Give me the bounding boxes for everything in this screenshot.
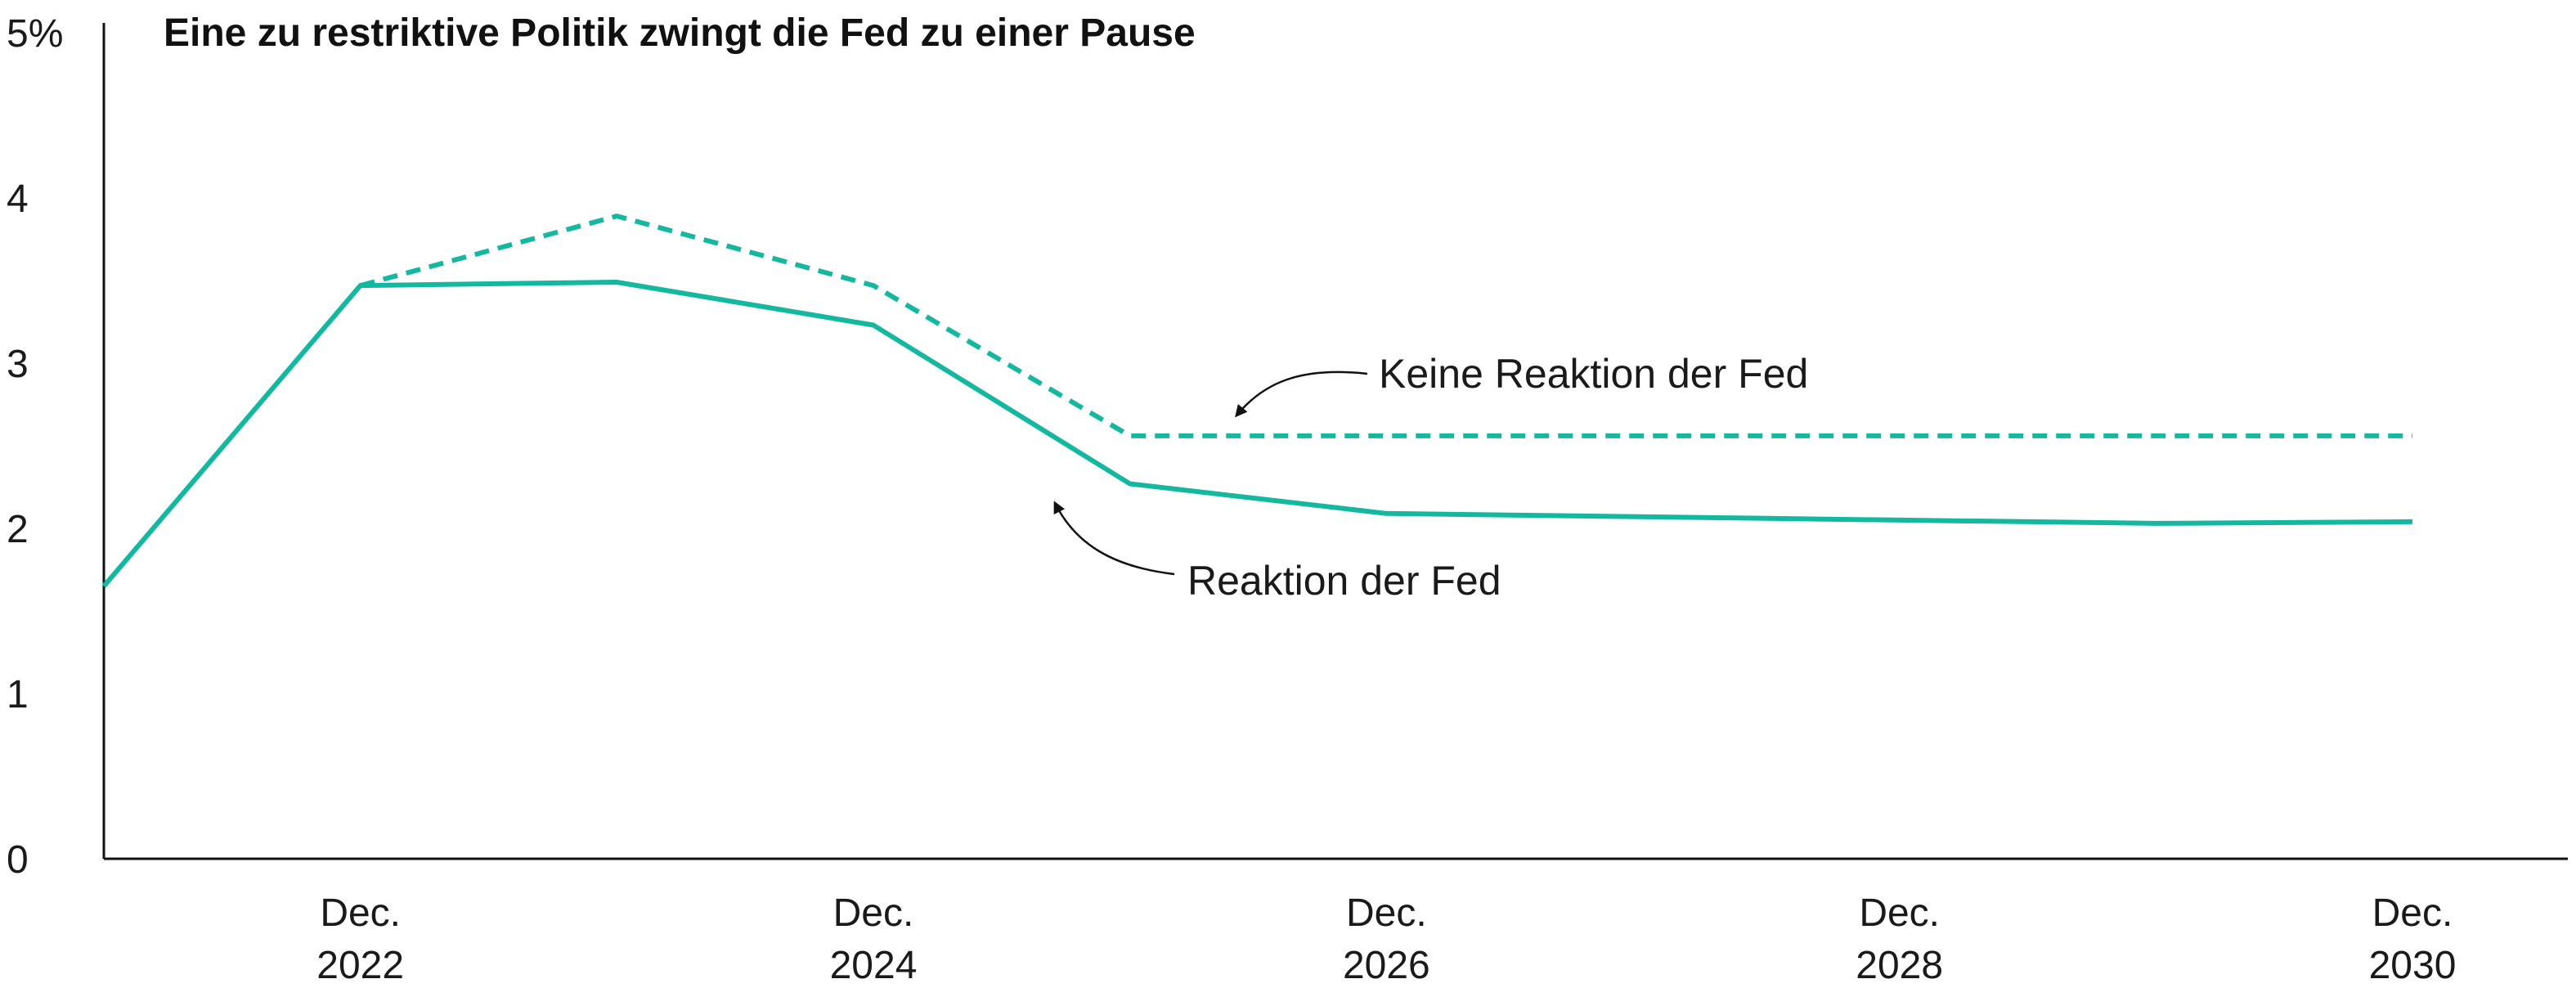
y-tick-label: 2	[7, 508, 29, 551]
y-tick-label: 0	[7, 838, 29, 882]
x-tick-label-year: 2026	[1343, 944, 1430, 987]
x-tick-label-month: Dec.	[1346, 891, 1427, 935]
annotation-label: Keine Reaktion der Fed	[1379, 351, 1808, 397]
annotation-label: Reaktion der Fed	[1187, 558, 1501, 604]
x-tick-label-year: 2024	[830, 944, 918, 987]
chart-title: Eine zu restriktive Politik zwingt die F…	[164, 11, 1196, 55]
y-tick-label: 5%	[7, 12, 63, 56]
y-tick-label: 3	[7, 343, 29, 386]
x-tick-label-month: Dec.	[2372, 891, 2453, 935]
series-line-keine-reaktion	[359, 213, 2412, 438]
x-tick-label-month: Dec.	[1859, 891, 1940, 935]
x-tick-label-year: 2022	[316, 944, 404, 987]
y-tick-label: 1	[7, 673, 29, 716]
annotation-arrow	[1235, 370, 1368, 418]
y-tick-label: 4	[7, 177, 29, 221]
x-tick-label-year: 2028	[1856, 944, 1943, 987]
series-layer	[101, 213, 2413, 588]
x-tick-label-year: 2030	[2369, 944, 2457, 987]
x-tick-label-month: Dec.	[833, 891, 914, 935]
axes: 0 1 2 3 4 5% Dec. 2022 Dec. 2024 Dec. 2026 Dec. 2028 D…	[7, 12, 2568, 987]
series-line-reaktion	[101, 280, 2413, 588]
annotation-arrow	[1053, 501, 1175, 576]
annotations: Keine Reaktion der Fed Reaktion der Fed	[1053, 351, 1808, 604]
x-tick-label-month: Dec.	[320, 891, 401, 935]
